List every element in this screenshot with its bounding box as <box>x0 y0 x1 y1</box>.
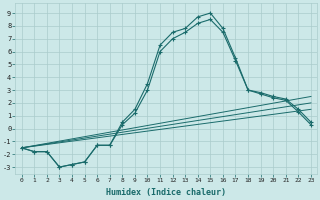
X-axis label: Humidex (Indice chaleur): Humidex (Indice chaleur) <box>106 188 226 197</box>
